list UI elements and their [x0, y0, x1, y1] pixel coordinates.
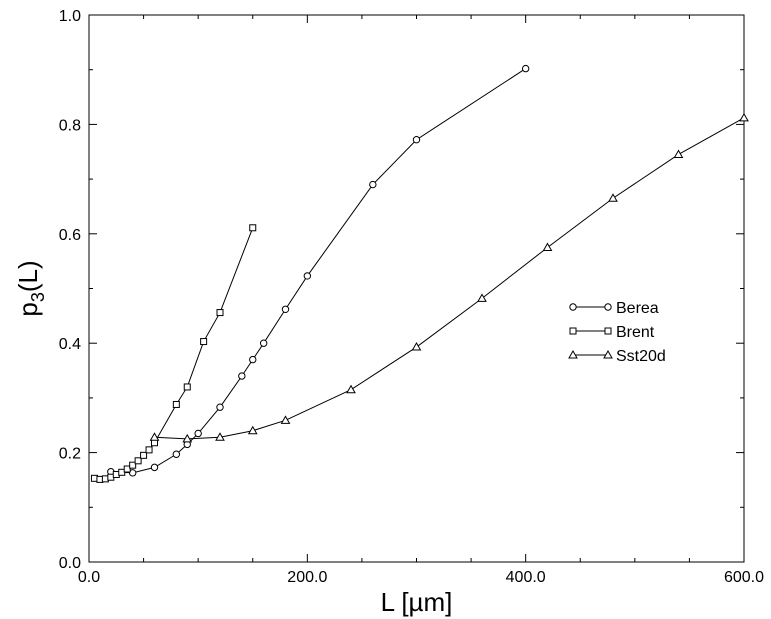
data-point-square	[183, 383, 191, 391]
data-point-triangle	[603, 349, 613, 359]
x-axis: 0.0 200.0 400.0 600.0	[78, 15, 764, 586]
data-point-triangle	[477, 293, 487, 302]
x-axis-title: L [µm]	[381, 587, 453, 617]
data-point-square	[604, 327, 612, 335]
data-point-circle	[412, 136, 421, 144]
legend: Berea Brent Sst20d	[568, 300, 666, 365]
x-tick-label: 200.0	[287, 569, 327, 586]
data-point-circle	[604, 303, 612, 311]
y-axis-title-main: p	[13, 302, 43, 316]
y-tick-label: 0.6	[59, 227, 81, 244]
data-point-circle	[569, 303, 577, 311]
data-point-circle	[281, 305, 290, 313]
data-point-triangle	[215, 432, 225, 441]
data-point-triangle	[411, 342, 422, 351]
y-tick-label: 0.0	[59, 555, 81, 572]
legend-label: Sst20d	[616, 348, 666, 365]
data-point-triangle	[149, 432, 160, 441]
data-point-triangle	[542, 242, 553, 251]
y-axis-title: p3(L)	[13, 260, 48, 316]
legend-label: Berea	[616, 300, 659, 317]
y-tick-label: 0.4	[59, 336, 81, 353]
data-point-circle	[303, 272, 312, 280]
data-point-square	[569, 327, 577, 335]
data-point-triangle	[182, 433, 193, 443]
legend-label: Brent	[616, 324, 655, 341]
y-tick-label: 0.2	[59, 446, 81, 463]
x-tick-label: 600.0	[724, 569, 764, 586]
data-point-circle	[128, 469, 137, 477]
data-point-triangle	[280, 415, 291, 424]
data-point-square	[172, 400, 180, 408]
data-point-triangle	[247, 425, 258, 435]
data-point-triangle	[608, 193, 618, 202]
y-tick-label: 1.0	[59, 8, 81, 25]
y-tick-label: 0.8	[59, 117, 81, 134]
data-point-circle	[521, 64, 530, 73]
data-point-circle	[259, 339, 268, 347]
data-point-circle	[194, 429, 202, 438]
x-tick-label: 400.0	[506, 569, 546, 586]
data-point-square	[145, 446, 153, 454]
plot-border	[88, 14, 745, 563]
series-sst20d	[149, 112, 749, 443]
data-point-circle	[249, 355, 257, 364]
series-line-berea	[110, 68, 526, 474]
data-point-triangle	[673, 149, 684, 158]
y-axis-title-tail: (L)	[13, 260, 43, 292]
data-point-square	[123, 465, 131, 473]
plot-frame	[88, 14, 745, 563]
data-point-square	[249, 224, 257, 232]
y-axis: 0.0 0.2 0.4 0.6 0.8 1.0	[59, 8, 744, 572]
data-point-square	[200, 338, 208, 346]
data-point-square	[216, 309, 224, 317]
data-point-circle	[172, 450, 181, 458]
data-point-triangle	[568, 349, 578, 359]
data-point-square	[129, 461, 137, 469]
data-point-circle	[216, 403, 224, 411]
data-point-triangle	[346, 384, 356, 394]
data-point-triangle	[739, 112, 749, 122]
series-brent	[90, 224, 257, 483]
data-point-square	[134, 457, 142, 465]
series-line-brent	[94, 227, 254, 480]
data-point-circle	[150, 463, 159, 472]
x-tick-label: 0.0	[78, 569, 100, 586]
y-axis-title-subscript: 3	[28, 292, 48, 302]
legend-item-sst20d: Sst20d	[568, 348, 666, 365]
series-line-sst20d	[154, 117, 745, 440]
legend-item-brent: Brent	[569, 324, 655, 341]
data-point-square	[140, 451, 148, 459]
data-point-circle	[369, 180, 377, 189]
legend-item-berea: Berea	[569, 300, 659, 317]
series-layer	[90, 64, 749, 483]
series-berea	[107, 64, 530, 477]
data-point-circle	[238, 372, 246, 380]
